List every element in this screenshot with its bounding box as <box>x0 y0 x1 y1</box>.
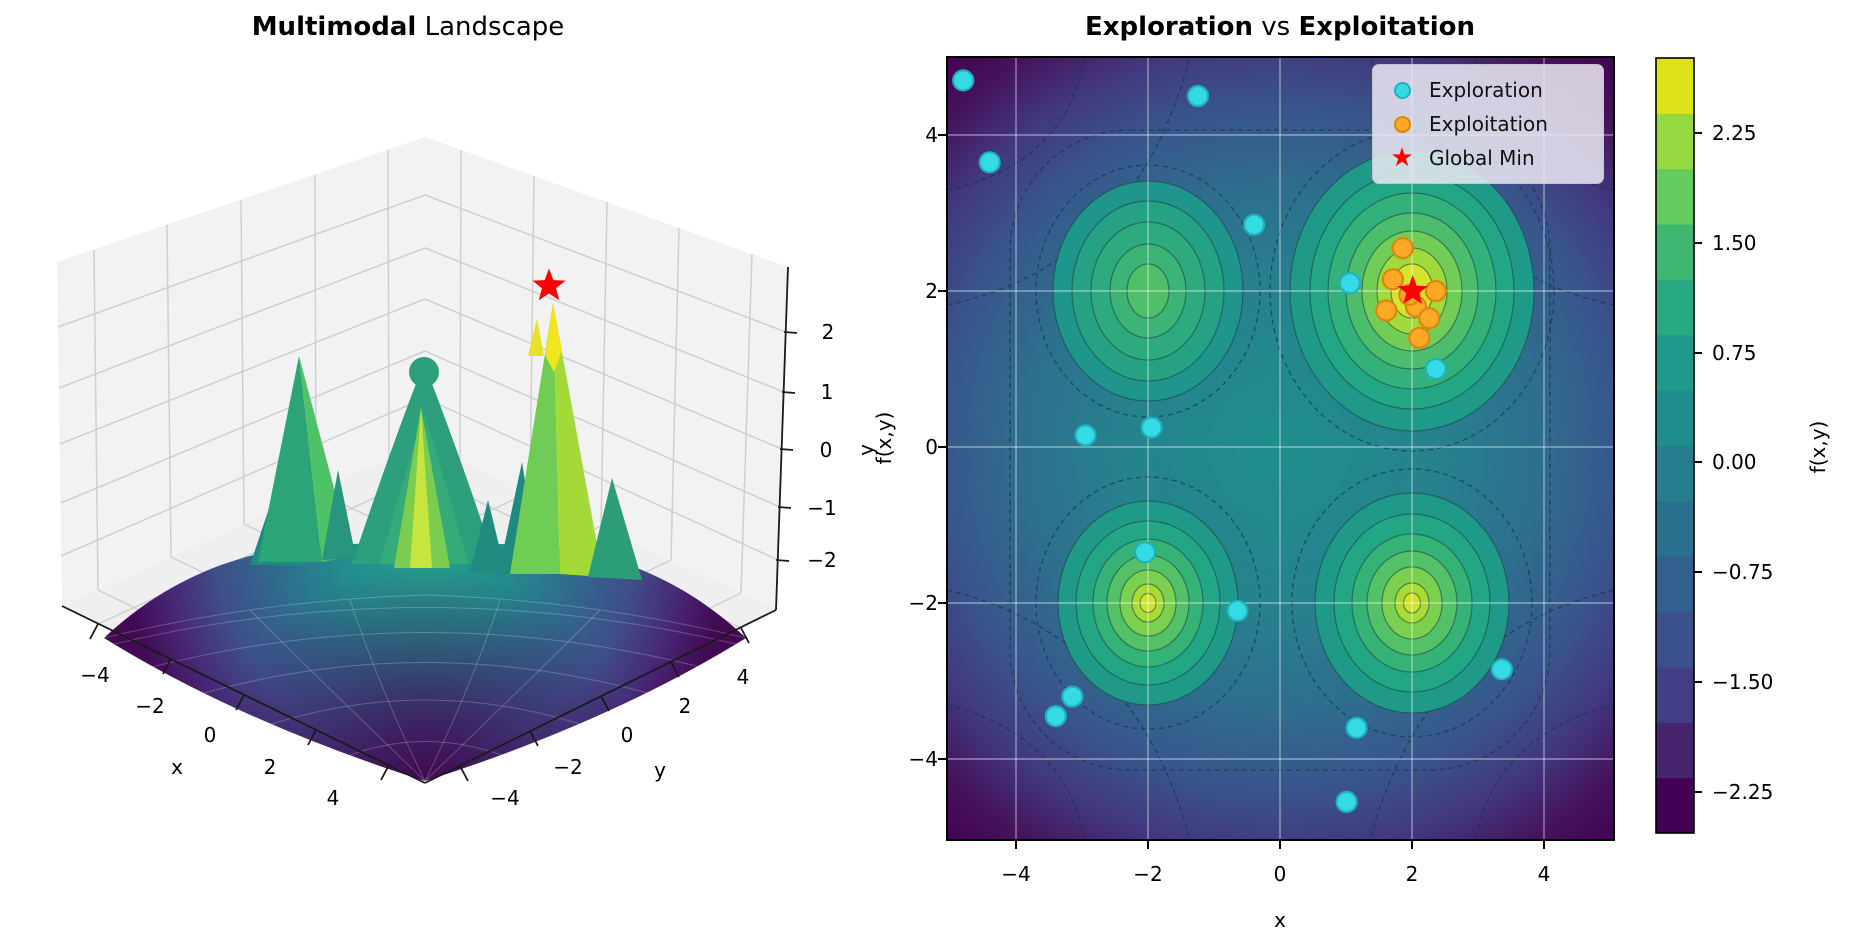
surface-plot-3d <box>57 137 798 784</box>
exploration-point <box>952 69 975 92</box>
colorbar-tick-marks <box>1694 132 1702 793</box>
exploration-point <box>1140 416 1163 439</box>
exploration-point <box>1074 424 1097 447</box>
global-min-star <box>1397 275 1428 304</box>
exploitation-point <box>1391 237 1414 260</box>
axes-3d-spines <box>61 266 798 784</box>
exploration-point <box>978 151 1001 174</box>
exploration-point <box>1133 541 1157 564</box>
colorbar <box>1655 57 1702 834</box>
exploration-point <box>1186 84 1210 108</box>
exploration-point <box>1338 272 1362 295</box>
exploitation-point <box>1381 268 1405 291</box>
surface-wireframe <box>104 594 746 781</box>
surface-peaks <box>250 303 642 580</box>
exploration-point <box>1061 685 1084 708</box>
exploitation-point <box>1408 326 1431 349</box>
exploration-point <box>1226 599 1249 622</box>
exploration-point <box>1242 213 1266 236</box>
exploitation-point <box>1424 279 1447 303</box>
scatter-points <box>952 69 1514 814</box>
colorbar-border <box>1655 57 1695 834</box>
colorbar-bands <box>1656 58 1694 834</box>
axis-tick-marks <box>938 134 1545 849</box>
exploration-point <box>1044 704 1067 728</box>
pane-right-wall <box>425 137 788 610</box>
contour-plot <box>938 56 1615 849</box>
exploration-point <box>1345 716 1368 739</box>
exploitation-point <box>1375 299 1398 322</box>
exploitation-point <box>1418 307 1441 330</box>
exploration-point <box>1490 658 1514 681</box>
global-min-star-3d <box>532 268 566 301</box>
exploration-point <box>1335 790 1358 814</box>
grid-lines <box>947 57 1614 840</box>
exploration-point <box>1424 357 1447 381</box>
